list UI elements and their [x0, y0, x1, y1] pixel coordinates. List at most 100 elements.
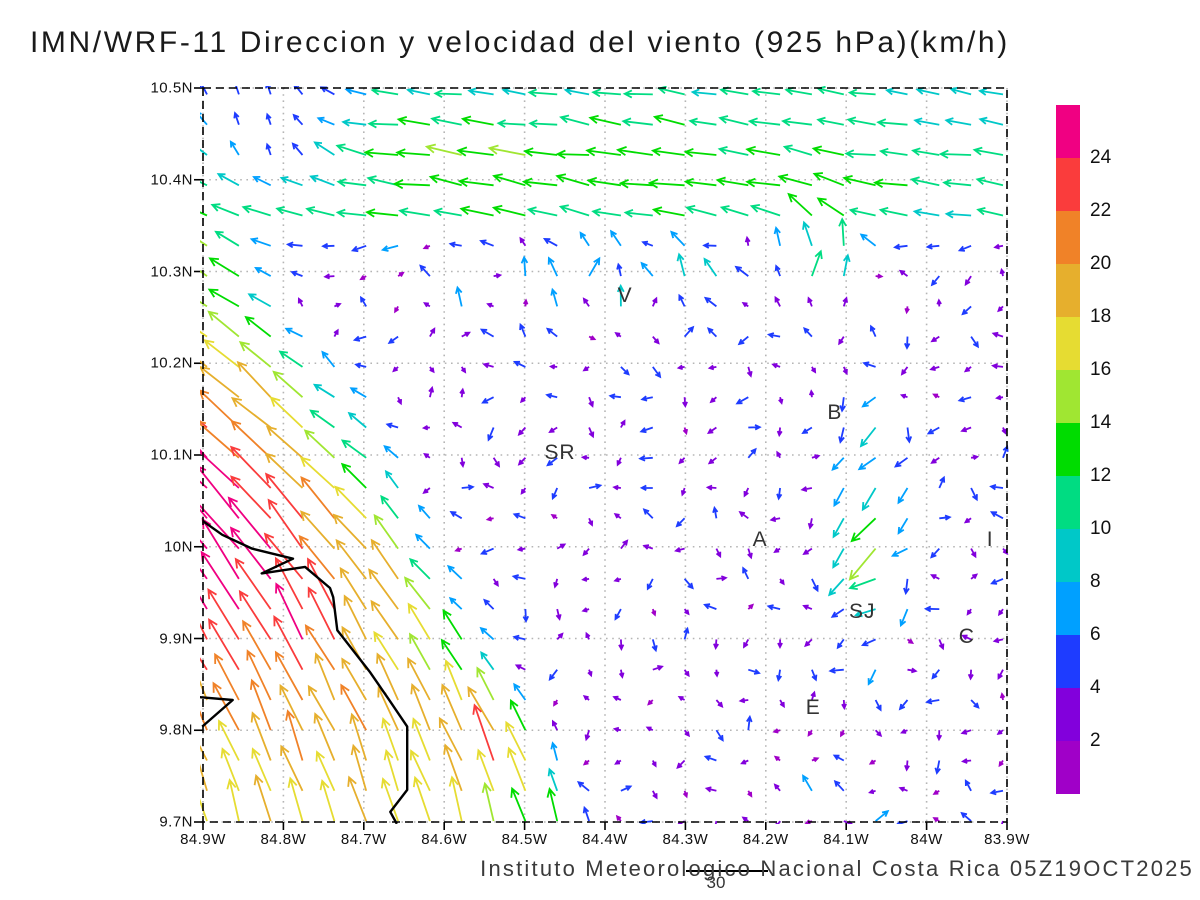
x-axis-tick-label: 84.7W: [340, 831, 387, 848]
wind-arrow: [976, 207, 1004, 217]
wind-arrow: [913, 117, 940, 126]
wind-arrow: [227, 496, 272, 550]
x-axis-tick-label: 84.2W: [742, 831, 789, 848]
wind-arrow: [550, 287, 559, 307]
wind-arrow: [899, 608, 909, 628]
wind-arrow: [978, 116, 1004, 126]
wind-arrow: [992, 637, 1004, 644]
wind-arrow: [408, 557, 431, 580]
wind-arrow: [414, 533, 431, 550]
wind-arrow: [546, 457, 558, 467]
colorbar-label: 6: [1090, 624, 1101, 645]
wind-arrow: [932, 817, 940, 823]
wind-arrow: [442, 608, 463, 640]
wind-arrow: [516, 546, 526, 552]
wind-arrow: [899, 393, 908, 399]
wind-arrow: [254, 266, 272, 277]
wind-arrow: [370, 87, 399, 96]
x-axis-tick-label: 84.9W: [180, 831, 226, 848]
wind-arrow: [874, 729, 883, 738]
wind-arrow: [862, 361, 876, 368]
wind-arrow: [970, 487, 978, 502]
wind-arrow: [828, 667, 844, 674]
wind-arrow: [683, 626, 690, 640]
wind-arrow: [522, 298, 529, 307]
wind-arrow: [528, 119, 558, 129]
wind-arrow: [832, 754, 845, 762]
wind-arrow: [967, 669, 974, 681]
wind-arrow: [238, 341, 272, 368]
y-axis-tick-label: 9.8N: [159, 721, 193, 739]
wind-arrow: [238, 589, 272, 640]
wind-arrow: [808, 389, 815, 398]
wind-arrow: [527, 88, 558, 98]
wind-arrow: [966, 608, 972, 616]
wind-arrow: [307, 557, 336, 610]
wind-arrow: [407, 602, 431, 640]
wind-arrow: [394, 305, 400, 314]
wind-arrow: [275, 582, 304, 640]
wind-arrow: [904, 306, 910, 315]
wind-arrow: [811, 366, 817, 374]
wind-arrow: [957, 396, 972, 403]
map-content: [200, 86, 1009, 824]
wind-arrow: [650, 146, 685, 157]
wind-arrow: [645, 726, 654, 732]
wind-arrow: [934, 760, 941, 775]
wind-arrow: [999, 692, 1006, 701]
wind-arrow: [274, 556, 304, 610]
wind-arrow: [972, 146, 1004, 156]
wind-arrow: [857, 457, 877, 471]
wind-arrow: [747, 790, 753, 798]
wind-arrow: [203, 339, 240, 368]
wind-arrow: [838, 336, 845, 346]
wind-arrow: [359, 295, 367, 307]
wind-arrow: [773, 547, 781, 553]
wind-arrow: [421, 425, 430, 431]
wind-arrow: [455, 285, 463, 307]
wind-arrow: [580, 454, 590, 461]
wind-arrow: [335, 208, 367, 218]
wind-arrow: [275, 206, 303, 217]
wind-arrow: [751, 87, 781, 97]
wind-arrow: [810, 690, 816, 701]
wind-arrow: [265, 142, 272, 156]
wind-arrow: [501, 87, 526, 96]
wind-arrow: [773, 225, 781, 246]
wind-arrow: [482, 362, 494, 369]
wind-arrow: [251, 747, 272, 792]
wind-arrow: [977, 87, 1004, 96]
wind-arrow: [836, 638, 845, 650]
wind-arrow: [559, 114, 590, 126]
colorbar-cell: [1056, 529, 1080, 582]
wind-arrow: [615, 146, 653, 156]
wind-arrow: [272, 370, 304, 398]
wind-arrow: [680, 487, 687, 497]
wind-arrow: [307, 586, 336, 640]
y-axis-tick-label: 10.2N: [150, 354, 193, 372]
wind-arrow: [485, 516, 494, 522]
wind-arrow: [207, 587, 240, 640]
wind-arrow: [678, 293, 686, 307]
wind-arrow: [440, 683, 463, 731]
wind-arrow: [340, 462, 367, 489]
wind-arrow: [847, 88, 876, 98]
wind-arrow: [747, 117, 781, 127]
wind-arrow: [451, 421, 463, 429]
wind-arrow: [615, 814, 622, 822]
wind-arrow: [747, 603, 755, 610]
wind-arrow: [800, 486, 813, 492]
wind-arrow: [496, 119, 526, 128]
wind-arrow: [200, 622, 208, 640]
wind-arrow: [432, 207, 462, 217]
wind-arrow: [519, 236, 527, 247]
wind-arrow: [652, 336, 660, 345]
wind-arrow: [1001, 427, 1007, 435]
wind-arrow: [975, 176, 1004, 187]
y-axis-tick-label: 10.1N: [150, 446, 193, 464]
x-axis-tick-label: 84.5W: [501, 831, 548, 848]
wind-arrow: [842, 253, 851, 277]
wind-arrow: [878, 147, 908, 157]
wind-arrow: [395, 148, 430, 158]
wind-arrow: [419, 264, 431, 277]
